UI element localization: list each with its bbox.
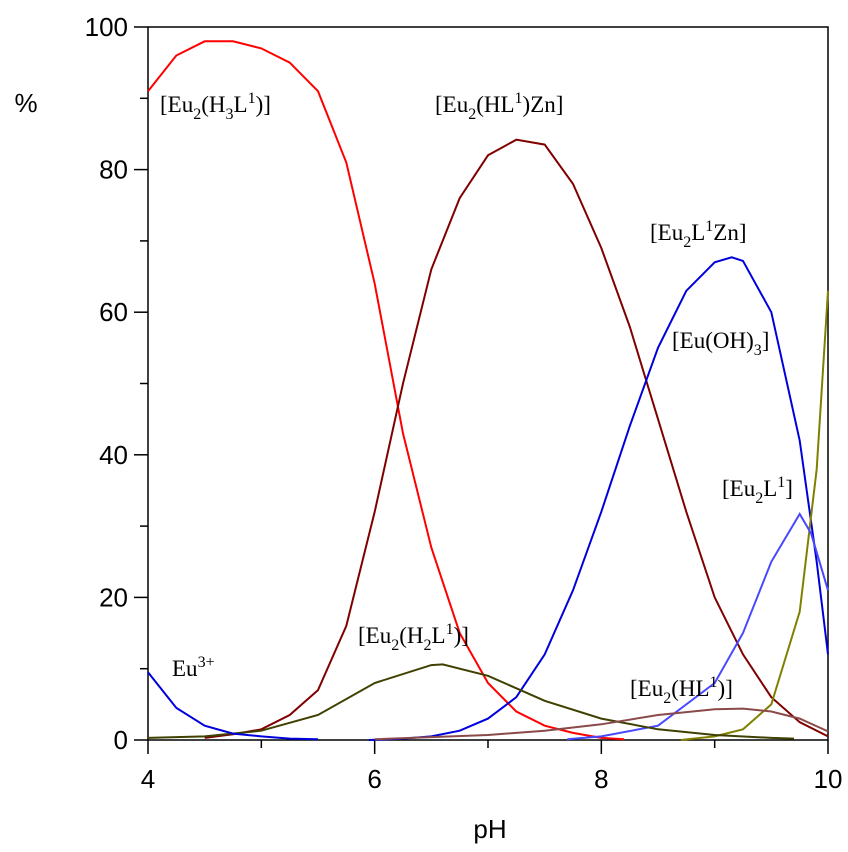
series-label-part: L (691, 220, 705, 245)
series-label: [Eu(OH)3] (672, 328, 769, 359)
series-label-part: [Eu (160, 92, 194, 117)
y-tick-label: 20 (99, 582, 128, 612)
series-label-part: 2 (683, 234, 691, 251)
series-line (567, 512, 829, 741)
series-label: [Eu2(H2L1)] (358, 621, 469, 654)
x-tick-label: 10 (814, 764, 843, 794)
y-tick-label: 80 (99, 155, 128, 185)
series-label-part: L (763, 476, 777, 501)
series-label-part: L (432, 623, 446, 648)
series-line (147, 663, 795, 740)
x-axis-label: pH (473, 814, 506, 844)
series-label-part: )Zn] (523, 92, 564, 117)
series-label-part: 1 (705, 218, 713, 235)
series-label-part: ] (785, 476, 793, 501)
series-label-part: L (234, 92, 248, 117)
series-label-part: 1 (515, 90, 523, 107)
series-label-part: [Eu(OH) (672, 328, 754, 353)
series-line (204, 138, 829, 739)
plot-frame (147, 26, 829, 741)
series-label: [Eu2(H3L1)] (160, 90, 271, 123)
series-label-part: 2 (391, 637, 399, 654)
series-label-part: 2 (424, 637, 432, 654)
series-label-part: (HL (476, 92, 514, 117)
series-label-part: 1 (248, 90, 256, 107)
y-axis-label: % (14, 88, 37, 118)
series-label-part: [Eu (722, 476, 756, 501)
series-label-part: 1 (777, 474, 785, 491)
series-label-part: [Eu (435, 92, 469, 117)
y-tick-label: 40 (99, 440, 128, 470)
x-tick-label: 4 (141, 764, 155, 794)
series-label-part: 1 (710, 674, 718, 691)
series-label-part: 3 (754, 342, 762, 359)
series-label: Eu3+ (172, 654, 215, 681)
series-label-part: 1 (446, 621, 454, 638)
series-label-part: )] (256, 92, 271, 117)
y-tick-label: 0 (114, 725, 128, 755)
series-line (680, 290, 829, 741)
series-label-part: 2 (755, 490, 763, 507)
x-tick-label: 6 (367, 764, 381, 794)
series-label-part: ] (762, 328, 770, 353)
series-label-part: [Eu (630, 676, 664, 701)
series-label-part: 2 (193, 106, 201, 123)
series-line (374, 707, 829, 741)
series-label-part: 3+ (198, 654, 215, 671)
series-label: [Eu2(HL1)Zn] (435, 90, 563, 123)
series-label-part: 2 (468, 106, 476, 123)
series-label: [Eu2L1] (722, 474, 793, 507)
series-label-part: Eu (172, 656, 198, 681)
series-label: [Eu2L1Zn] (650, 218, 747, 251)
y-tick-label: 60 (99, 297, 128, 327)
series-label-part: )] (718, 676, 733, 701)
series-label-part: 2 (663, 690, 671, 707)
series-label-part: [Eu (650, 220, 684, 245)
series-label-part: (HL (671, 676, 709, 701)
series-label-part: [Eu (358, 623, 392, 648)
x-tick-label: 8 (594, 764, 608, 794)
series-label-part: )] (454, 623, 469, 648)
y-tick-label: 100 (85, 12, 128, 42)
series-label-part: Zn] (713, 220, 746, 245)
series-label-part: (H (201, 92, 225, 117)
series-label: [Eu2(HL1)] (630, 674, 733, 707)
series-label-part: (H (399, 623, 423, 648)
series-line (147, 40, 625, 741)
series-line (368, 256, 829, 741)
series-label-part: 3 (226, 106, 234, 123)
series-line (147, 671, 319, 741)
